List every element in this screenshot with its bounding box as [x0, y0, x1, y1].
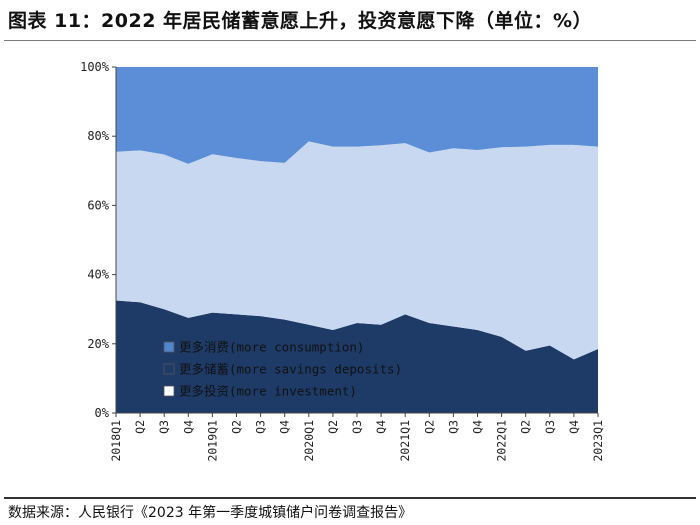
x-axis-ticks: 2018Q1 Q2 Q3 Q4 2019Q1 Q2 Q3 Q4 2020Q1 Q2 Q3 Q4 2021… [109, 413, 605, 462]
chart-title: 图表 11：2022 年居民储蓄意愿上升，投资意愿下降（单位：%） [8, 10, 593, 32]
title-divider [4, 40, 696, 41]
x-tick-label: 2023Q1 [591, 420, 605, 462]
x-tick-label: Q4 [567, 420, 581, 434]
y-tick-label: 20% [87, 337, 109, 351]
chart-legend: 更多消费(more consumption) 更多储蓄(more savings … [163, 340, 402, 399]
x-tick-label: Q4 [471, 420, 485, 434]
x-tick-label: Q2 [326, 420, 340, 434]
x-tick-label: 2022Q1 [495, 420, 509, 462]
legend-swatch-consumption [163, 341, 175, 353]
x-tick-label: Q2 [133, 420, 147, 434]
x-tick-label: Q2 [422, 420, 436, 434]
y-axis-ticks: 0% 20% 40% 60% 80% 100% [80, 60, 116, 420]
legend-swatch-savings [163, 363, 175, 375]
y-tick-label: 0% [95, 406, 110, 420]
area-series-group [116, 67, 598, 413]
source-note: 数据来源：人民银行《2023 年第一季度城镇储户问卷调查报告》 [8, 505, 413, 521]
x-tick-label: 2021Q1 [398, 420, 412, 462]
x-tick-label: Q2 [230, 420, 244, 434]
area-savings [116, 300, 598, 413]
stacked-area-chart: 0% 20% 40% 60% 80% 100% 2018Q1 Q2 Q3 Q4 2019Q1 Q2 Q… [80, 60, 605, 462]
legend-label-investment: 更多投资(more investment) [179, 384, 357, 399]
x-tick-label: Q3 [157, 420, 171, 434]
x-tick-label: 2019Q1 [205, 420, 219, 462]
legend-swatch-investment [163, 385, 175, 397]
y-tick-label: 60% [87, 198, 109, 212]
x-tick-label: 2020Q1 [302, 420, 316, 462]
x-tick-label: Q4 [374, 420, 388, 434]
area-consumption [116, 67, 598, 164]
area-investment [116, 141, 598, 360]
y-tick-label: 100% [80, 60, 110, 74]
y-tick-label: 80% [87, 129, 109, 143]
legend-label-consumption: 更多消费(more consumption) [179, 340, 364, 355]
x-tick-label: Q3 [350, 420, 364, 434]
x-tick-label: Q3 [543, 420, 557, 434]
legend-label-savings: 更多储蓄(more savings deposits) [179, 362, 402, 377]
x-tick-label: Q3 [254, 420, 268, 434]
x-tick-label: Q3 [446, 420, 460, 434]
x-tick-label: Q2 [519, 420, 533, 434]
y-tick-label: 40% [87, 268, 109, 282]
x-tick-label: Q4 [278, 420, 292, 434]
x-tick-label: 2018Q1 [109, 420, 123, 462]
x-tick-label: Q4 [181, 420, 195, 434]
footer-divider [4, 497, 696, 499]
